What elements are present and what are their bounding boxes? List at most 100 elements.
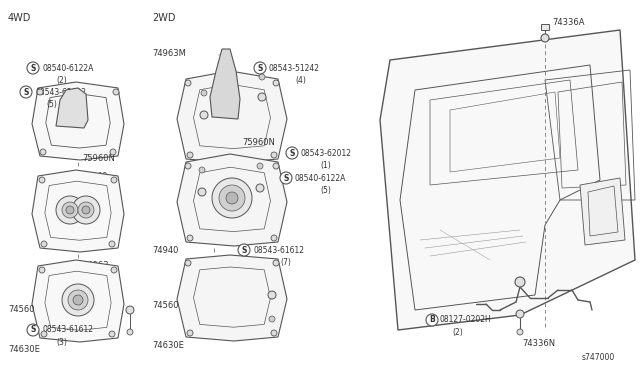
Circle shape	[219, 185, 245, 211]
Circle shape	[201, 90, 207, 96]
Circle shape	[126, 306, 134, 314]
Text: S: S	[241, 246, 246, 254]
Text: (5): (5)	[46, 99, 57, 109]
Circle shape	[68, 290, 88, 310]
Polygon shape	[580, 178, 625, 245]
Circle shape	[541, 34, 549, 42]
Circle shape	[20, 86, 32, 98]
Circle shape	[27, 324, 39, 336]
Circle shape	[187, 330, 193, 336]
Circle shape	[40, 149, 46, 155]
Circle shape	[254, 62, 266, 74]
Circle shape	[82, 206, 90, 214]
Polygon shape	[210, 49, 240, 119]
Circle shape	[72, 196, 100, 224]
Polygon shape	[56, 88, 88, 128]
Text: 4WD: 4WD	[8, 13, 31, 23]
Circle shape	[286, 147, 298, 159]
Text: (7): (7)	[280, 257, 291, 266]
Circle shape	[111, 177, 117, 183]
Text: 74630E: 74630E	[8, 346, 40, 355]
Circle shape	[66, 206, 74, 214]
Text: (4): (4)	[295, 76, 306, 84]
Circle shape	[111, 267, 117, 273]
Circle shape	[109, 331, 115, 337]
Text: s747000: s747000	[582, 353, 615, 362]
Text: 74336N: 74336N	[522, 340, 555, 349]
Circle shape	[37, 89, 43, 95]
Circle shape	[269, 316, 275, 322]
Polygon shape	[32, 260, 124, 342]
Circle shape	[273, 163, 279, 169]
Text: 74560: 74560	[8, 305, 35, 314]
Text: S: S	[30, 64, 36, 73]
Bar	[541, 24, 549, 30]
Circle shape	[280, 172, 292, 184]
Circle shape	[238, 244, 250, 256]
Circle shape	[62, 284, 94, 316]
Circle shape	[426, 314, 438, 326]
Text: 08543-61612: 08543-61612	[253, 246, 304, 254]
Circle shape	[199, 167, 205, 173]
Text: S: S	[257, 64, 262, 73]
Text: 75960N: 75960N	[242, 138, 275, 147]
Polygon shape	[32, 170, 124, 252]
Circle shape	[187, 235, 193, 241]
Circle shape	[271, 330, 277, 336]
Text: 08127-0202H: 08127-0202H	[440, 315, 492, 324]
Text: S: S	[289, 148, 294, 157]
Text: 2WD: 2WD	[152, 13, 175, 23]
Circle shape	[187, 152, 193, 158]
Circle shape	[27, 62, 39, 74]
Text: (2): (2)	[452, 327, 463, 337]
Text: 74963: 74963	[82, 262, 109, 270]
Circle shape	[185, 260, 191, 266]
Text: 08540-6122A: 08540-6122A	[42, 64, 93, 73]
Circle shape	[198, 188, 206, 196]
Text: 74560: 74560	[152, 301, 179, 310]
Text: B: B	[429, 315, 435, 324]
Circle shape	[257, 163, 263, 169]
Polygon shape	[32, 82, 124, 160]
Circle shape	[515, 277, 525, 287]
Circle shape	[110, 149, 116, 155]
Text: S: S	[30, 326, 36, 334]
Circle shape	[268, 291, 276, 299]
Circle shape	[517, 329, 523, 335]
Text: 74940: 74940	[152, 246, 179, 254]
Circle shape	[39, 267, 45, 273]
Text: 74336A: 74336A	[552, 17, 584, 26]
Circle shape	[226, 192, 238, 204]
Circle shape	[271, 152, 277, 158]
Circle shape	[41, 331, 47, 337]
Circle shape	[273, 80, 279, 86]
Circle shape	[273, 260, 279, 266]
Text: (2): (2)	[56, 76, 67, 84]
Circle shape	[185, 163, 191, 169]
Text: 08543-61612: 08543-61612	[42, 326, 93, 334]
Circle shape	[73, 295, 83, 305]
Text: 74630E: 74630E	[152, 340, 184, 350]
Text: 08540-6122A: 08540-6122A	[295, 173, 346, 183]
Circle shape	[271, 235, 277, 241]
Polygon shape	[177, 71, 287, 163]
Circle shape	[185, 80, 191, 86]
Text: 75960N: 75960N	[82, 154, 115, 163]
Text: 08543-51242: 08543-51242	[269, 64, 320, 73]
Circle shape	[200, 111, 208, 119]
Circle shape	[62, 202, 78, 218]
Text: S: S	[23, 87, 29, 96]
Text: 08543-62012: 08543-62012	[301, 148, 352, 157]
Circle shape	[109, 241, 115, 247]
Circle shape	[256, 184, 264, 192]
Text: S: S	[284, 173, 289, 183]
Text: (3): (3)	[56, 337, 67, 346]
Circle shape	[127, 329, 133, 335]
Circle shape	[41, 241, 47, 247]
Polygon shape	[177, 255, 287, 341]
Text: 74940: 74940	[81, 171, 108, 180]
Text: (1): (1)	[320, 160, 331, 170]
Circle shape	[259, 74, 265, 80]
Circle shape	[212, 178, 252, 218]
Circle shape	[56, 196, 84, 224]
